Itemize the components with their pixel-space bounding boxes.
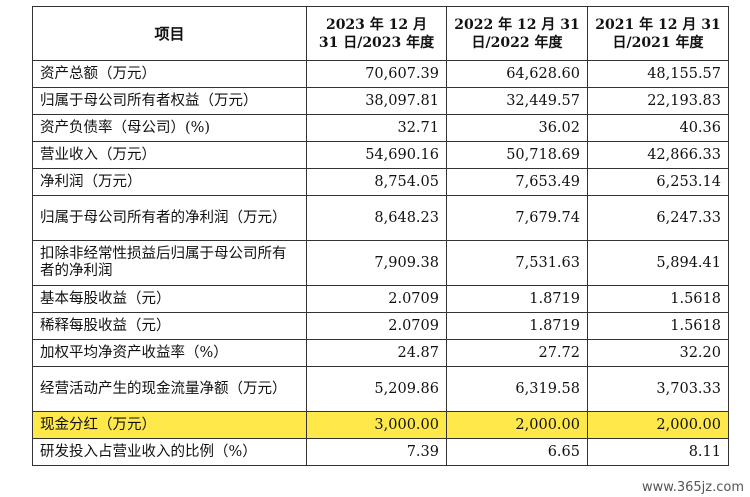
cell-2022: 1.8719	[446, 285, 588, 313]
row-label: 资产总额（万元）	[32, 60, 307, 88]
row-label: 净利润（万元）	[32, 168, 307, 196]
cell-2022: 2,000.00	[446, 411, 588, 439]
row-label: 研发投入占营业收入的比例（%）	[32, 438, 307, 466]
cell-2023: 70,607.39	[306, 60, 447, 88]
cell-2023: 24.87	[306, 339, 447, 367]
row-label: 现金分红（万元）	[32, 411, 307, 439]
table-row: 经营活动产生的现金流量净额（万元） 5,209.86 6,319.58 3,70…	[32, 366, 729, 412]
table-row: 归属于母公司所有者的净利润（万元） 8,648.23 7,679.74 6,24…	[32, 195, 729, 241]
cell-2021: 8.11	[587, 438, 729, 466]
cell-2021: 1.5618	[587, 285, 729, 313]
table-row: 扣除非经常性损益后归属于母公司所有者的净利润 7,909.38 7,531.63…	[32, 240, 729, 286]
row-label: 稀释每股收益（元）	[32, 312, 307, 340]
financial-indicators-table: 项目 2023 年 12 月 31 日/2023 年度 2022 年 12 月 …	[32, 6, 729, 466]
cell-2023: 7,909.38	[306, 240, 447, 286]
header-2022: 2022 年 12 月 31 日/2022 年度	[446, 6, 588, 61]
cell-2023: 8,754.05	[306, 168, 447, 196]
header-2021: 2021 年 12 月 31 日/2021 年度	[587, 6, 729, 61]
cell-2021: 40.36	[587, 114, 729, 142]
table-header-row: 项目 2023 年 12 月 31 日/2023 年度 2022 年 12 月 …	[32, 6, 729, 61]
cell-2023: 5,209.86	[306, 366, 447, 412]
cell-2022: 7,679.74	[446, 195, 588, 241]
cell-2022: 7,531.63	[446, 240, 588, 286]
cell-2021: 48,155.57	[587, 60, 729, 88]
table-row: 基本每股收益（元） 2.0709 1.8719 1.5618	[32, 285, 729, 313]
row-label: 加权平均净资产收益率（%）	[32, 339, 307, 367]
row-label: 经营活动产生的现金流量净额（万元）	[32, 366, 307, 412]
table-row: 归属于母公司所有者权益（万元） 38,097.81 32,449.57 22,1…	[32, 87, 729, 115]
cell-2021: 32.20	[587, 339, 729, 367]
cell-2023: 2.0709	[306, 312, 447, 340]
cell-2021: 5,894.41	[587, 240, 729, 286]
watermark: www.365jz.com	[640, 480, 746, 495]
cell-2022: 1.8719	[446, 312, 588, 340]
row-label: 归属于母公司所有者的净利润（万元）	[32, 195, 307, 241]
cell-2022: 36.02	[446, 114, 588, 142]
cell-2022: 50,718.69	[446, 141, 588, 169]
table-row: 资产负债率（母公司）(%) 32.71 36.02 40.36	[32, 114, 729, 142]
cell-2022: 27.72	[446, 339, 588, 367]
header-2023: 2023 年 12 月 31 日/2023 年度	[306, 6, 447, 61]
cell-2021: 3,703.33	[587, 366, 729, 412]
table-row: 研发投入占营业收入的比例（%） 7.39 6.65 8.11	[32, 438, 729, 466]
header-item: 项目	[32, 6, 307, 61]
cell-2022: 32,449.57	[446, 87, 588, 115]
row-label: 扣除非经常性损益后归属于母公司所有者的净利润	[32, 240, 307, 286]
row-label: 资产负债率（母公司）(%)	[32, 114, 307, 142]
table-row-highlighted: 现金分红（万元） 3,000.00 2,000.00 2,000.00	[32, 411, 729, 439]
cell-2023: 38,097.81	[306, 87, 447, 115]
table-row: 加权平均净资产收益率（%） 24.87 27.72 32.20	[32, 339, 729, 367]
cell-2022: 7,653.49	[446, 168, 588, 196]
cell-2023: 32.71	[306, 114, 447, 142]
row-label: 基本每股收益（元）	[32, 285, 307, 313]
cell-2022: 6,319.58	[446, 366, 588, 412]
table-row: 资产总额（万元） 70,607.39 64,628.60 48,155.57	[32, 60, 729, 88]
cell-2023: 2.0709	[306, 285, 447, 313]
cell-2023: 7.39	[306, 438, 447, 466]
table-row: 稀释每股收益（元） 2.0709 1.8719 1.5618	[32, 312, 729, 340]
cell-2021: 6,247.33	[587, 195, 729, 241]
row-label: 营业收入（万元）	[32, 141, 307, 169]
row-label: 归属于母公司所有者权益（万元）	[32, 87, 307, 115]
cell-2023: 8,648.23	[306, 195, 447, 241]
table-row: 营业收入（万元） 54,690.16 50,718.69 42,866.33	[32, 141, 729, 169]
cell-2022: 6.65	[446, 438, 588, 466]
cell-2021: 42,866.33	[587, 141, 729, 169]
cell-2023: 54,690.16	[306, 141, 447, 169]
cell-2022: 64,628.60	[446, 60, 588, 88]
cell-2023: 3,000.00	[306, 411, 447, 439]
cell-2021: 6,253.14	[587, 168, 729, 196]
cell-2021: 22,193.83	[587, 87, 729, 115]
cell-2021: 2,000.00	[587, 411, 729, 439]
cell-2021: 1.5618	[587, 312, 729, 340]
table-row: 净利润（万元） 8,754.05 7,653.49 6,253.14	[32, 168, 729, 196]
